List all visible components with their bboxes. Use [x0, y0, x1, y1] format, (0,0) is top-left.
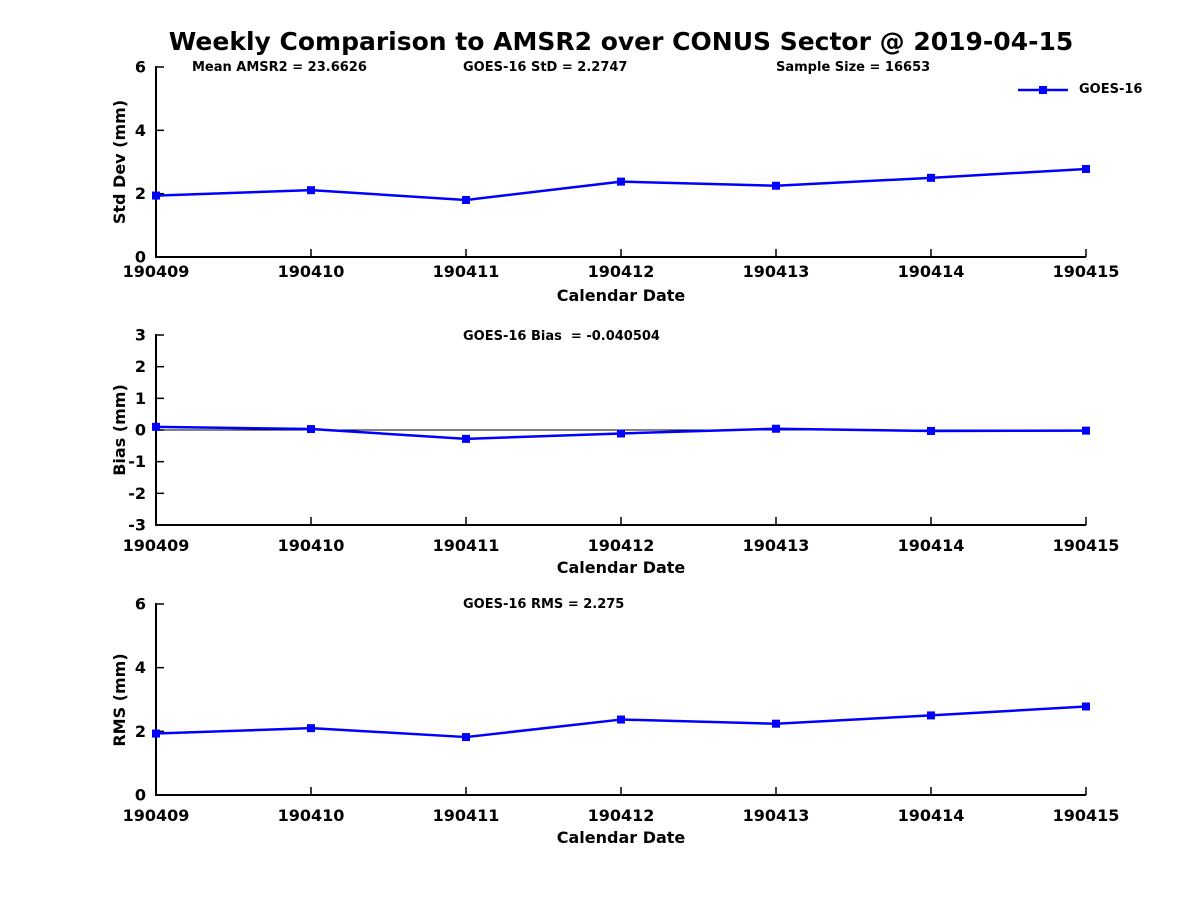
- bias-data-point-190414: [927, 426, 935, 435]
- rms-x-axis-label: Calendar Date: [556, 828, 686, 847]
- std-dev-x-tick-label: 190415: [1053, 262, 1120, 281]
- annotation-goes16-bias: GOES-16 Bias = -0.040504: [463, 329, 660, 344]
- std-dev-x-tick-label: 190411: [433, 262, 500, 281]
- std-dev-y-tick-label: 0: [135, 248, 146, 267]
- legend-label: GOES-16: [1079, 82, 1143, 97]
- bias-data-point-190410: [307, 425, 315, 434]
- annotation-goes16-std: GOES-16 StD = 2.2747: [463, 60, 628, 75]
- bias-plot: -3 -2 -1 0 1 2 3 190409 190410 190411 190412 190413…: [123, 326, 1120, 556]
- bias-data-point-190409: [152, 422, 160, 431]
- std-dev-plot: 0 2 4 6 190409 190410 190411 190412 190413 190414…: [123, 58, 1120, 282]
- rms-x-tick-label: 190411: [433, 806, 500, 825]
- bias-y-tick-label: 2: [135, 357, 146, 376]
- rms-y-tick-label: 4: [135, 658, 146, 677]
- rms-plot: 0 2 4 6 190409 190410 190411 190412 190413 190414…: [123, 595, 1120, 826]
- bias-x-axis-label: Calendar Date: [556, 558, 686, 577]
- std-dev-data-point-190409: [152, 191, 160, 200]
- rms-x-tick-label: 190412: [588, 806, 655, 825]
- rms-y-tick-label: 2: [135, 722, 146, 741]
- bias-data-point-190413: [772, 424, 780, 433]
- bias-y-tick-label: -2: [128, 484, 146, 503]
- bias-y-tick-label: -3: [128, 516, 146, 535]
- bias-y-axis-label: Bias (mm): [110, 384, 129, 476]
- std-dev-x-tick-label: 190414: [898, 262, 965, 281]
- rms-data-point-190412: [617, 715, 625, 724]
- rms-x-tick-label: 190409: [123, 806, 190, 825]
- rms-y-tick-label: 6: [135, 595, 146, 614]
- std-dev-y-tick-label: 4: [135, 121, 146, 140]
- bias-x-tick-label: 190414: [898, 536, 965, 555]
- bias-data-point-190411: [462, 434, 470, 443]
- std-dev-y-tick-label: 2: [135, 184, 146, 203]
- legend-square-marker-icon: [1039, 86, 1047, 94]
- rms-data-point-190415: [1082, 702, 1090, 711]
- bias-y-tick-label: 3: [135, 326, 146, 345]
- bias-x-tick-label: 190409: [123, 536, 190, 555]
- annotation-sample-size: Sample Size = 16653: [776, 60, 931, 75]
- bias-y-tick-label: 0: [135, 421, 146, 440]
- rms-x-tick-label: 190414: [898, 806, 965, 825]
- std-dev-y-tick-label: 6: [135, 58, 146, 77]
- stddev-y-axis-label: Std Dev (mm): [110, 99, 129, 225]
- rms-y-axis-label: RMS (mm): [110, 653, 129, 747]
- rms-axes-spines: [155, 603, 1086, 796]
- std-dev-data-point-190410: [307, 186, 315, 195]
- bias-data-point-190415: [1082, 426, 1090, 435]
- bias-y-tick-label: -1: [128, 452, 146, 471]
- bias-x-tick-label: 190411: [433, 536, 500, 555]
- std-dev-data-point-190411: [462, 196, 470, 204]
- rms-x-tick-label: 190415: [1053, 806, 1120, 825]
- std-dev-data-point-190415: [1082, 164, 1090, 173]
- bias-data-point-190412: [617, 429, 625, 438]
- annotation-goes16-rms: GOES-16 RMS = 2.275: [463, 597, 625, 612]
- stddev-x-axis-label: Calendar Date: [556, 286, 686, 305]
- annotation-mean-amsr2: Mean AMSR2 = 23.6626: [192, 60, 367, 75]
- rms-y-tick-label: 0: [135, 786, 146, 805]
- std-dev-x-tick-label: 190409: [123, 262, 190, 281]
- std-dev-x-tick-label: 190413: [743, 262, 810, 281]
- std-dev-x-tick-label: 190410: [278, 262, 345, 281]
- rms-x-tick-label: 190413: [743, 806, 810, 825]
- bias-y-tick-label: 1: [135, 389, 146, 408]
- bias-x-tick-label: 190412: [588, 536, 655, 555]
- rms-data-point-190411: [462, 733, 470, 742]
- std-dev-data-point-190412: [617, 177, 625, 186]
- std-dev-data-point-190414: [927, 173, 935, 182]
- bias-x-tick-label: 190415: [1053, 536, 1120, 555]
- rms-data-point-190410: [307, 724, 315, 733]
- std-dev-x-tick-label: 190412: [588, 262, 655, 281]
- bias-x-tick-label: 190410: [278, 536, 345, 555]
- rms-data-point-190413: [772, 719, 780, 728]
- std-dev-data-point-190413: [772, 181, 780, 190]
- rms-x-tick-label: 190410: [278, 806, 345, 825]
- std-dev-axes-spines: [155, 66, 1086, 258]
- legend-line-sample: [1018, 86, 1068, 94]
- rms-data-point-190414: [927, 711, 935, 720]
- figure-title: Weekly Comparison to AMSR2 over CONUS Se…: [168, 27, 1074, 56]
- bias-x-tick-label: 190413: [743, 536, 810, 555]
- legend: GOES-16: [1016, 81, 1142, 99]
- rms-data-point-190409: [152, 729, 160, 738]
